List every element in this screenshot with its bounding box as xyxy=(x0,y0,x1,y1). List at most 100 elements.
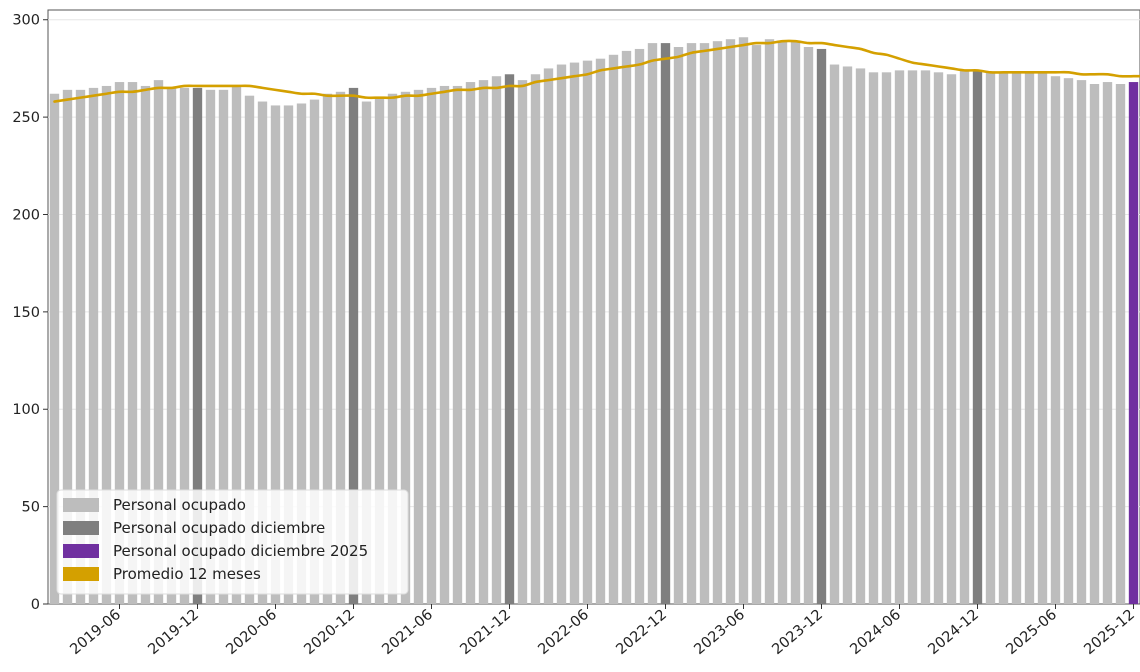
bar-2020-12 xyxy=(348,87,359,605)
legend-box xyxy=(56,489,409,595)
bar-2024-03 xyxy=(855,68,866,605)
bar-2023-04 xyxy=(712,41,723,605)
bar-2020-01 xyxy=(205,89,216,604)
bar-2023-06 xyxy=(738,37,749,605)
bar-2019-03 xyxy=(75,89,86,604)
x-tick-label: 2024-06 xyxy=(847,607,904,658)
bar-2019-08 xyxy=(140,85,151,604)
bar-2022-09 xyxy=(621,50,632,604)
bar-2021-05 xyxy=(413,89,424,604)
x-axis: 2019-06 2019-12 2020-06 2020-12 2021-06 2021-… xyxy=(67,604,1138,658)
bar-2024-11 xyxy=(959,70,970,604)
bar-2019-12 xyxy=(192,87,203,605)
y-axis: 0 50 100 150 200 250 300 xyxy=(12,13,48,613)
x-tick-label: 2022-06 xyxy=(535,607,592,658)
legend: Personal ocupado Personal ocupado diciemb… xyxy=(56,489,409,595)
bar-2024-10 xyxy=(946,74,957,604)
bar-2019-05 xyxy=(101,85,112,604)
x-tick-label: 2021-12 xyxy=(457,607,514,658)
bar-2020-03 xyxy=(231,85,242,604)
bar-2023-07 xyxy=(751,45,762,605)
bar-2021-04 xyxy=(400,91,411,604)
bar-2024-12 xyxy=(972,70,983,604)
bar-2022-06 xyxy=(582,60,593,605)
bar-2025-02 xyxy=(998,72,1009,605)
bar-2025-01 xyxy=(985,72,996,605)
bar-2022-07 xyxy=(595,58,606,604)
bar-2025-04 xyxy=(1024,72,1035,605)
x-tick-label: 2024-12 xyxy=(925,607,982,658)
bar-2025-05 xyxy=(1037,72,1048,605)
bar-2025-12 xyxy=(1128,82,1139,604)
bar-2024-02 xyxy=(842,66,853,604)
bar-2023-01 xyxy=(673,47,684,604)
y-tick-label: 300 xyxy=(12,13,40,29)
bar-2019-10 xyxy=(166,87,177,605)
bar-2025-06 xyxy=(1050,76,1061,605)
bar-2024-06 xyxy=(894,70,905,604)
bar-2025-08 xyxy=(1076,80,1087,605)
bar-2022-01 xyxy=(517,80,528,605)
x-tick-label: 2023-12 xyxy=(769,607,826,658)
bar-2021-06 xyxy=(426,87,437,605)
y-tick-label: 100 xyxy=(12,402,40,418)
bar-2023-11 xyxy=(803,47,814,604)
average-line xyxy=(53,39,1140,103)
bar-2021-09 xyxy=(465,82,476,604)
x-tick-label: 2020-12 xyxy=(301,607,358,658)
bar-2021-08 xyxy=(452,85,463,604)
bar-2022-05 xyxy=(569,62,580,604)
bar-2025-11 xyxy=(1115,84,1126,605)
legend-label: Personal ocupado xyxy=(113,496,246,514)
bar-2022-03 xyxy=(543,68,554,605)
x-tick-label: 2023-06 xyxy=(691,607,748,658)
x-tick-label: 2020-06 xyxy=(223,607,280,658)
x-tick-label: 2019-12 xyxy=(145,607,202,658)
bar-2019-11 xyxy=(179,87,190,605)
bar-2025-07 xyxy=(1063,78,1074,604)
bar-2025-03 xyxy=(1011,72,1022,605)
bar-2021-10 xyxy=(478,80,489,605)
y-tick-label: 50 xyxy=(22,500,40,516)
bar-2024-05 xyxy=(881,72,892,605)
bar-2023-09 xyxy=(777,41,788,605)
x-tick-label: 2022-12 xyxy=(613,607,670,658)
bar-2024-04 xyxy=(868,72,879,605)
bar-2020-08 xyxy=(296,103,307,604)
bar-2020-11 xyxy=(335,91,346,604)
x-tick-label: 2019-06 xyxy=(67,607,124,658)
bar-2025-10 xyxy=(1102,82,1113,604)
y-tick-label: 150 xyxy=(12,305,40,321)
x-tick-label: 2025-12 xyxy=(1081,607,1138,658)
legend-swatch xyxy=(63,521,99,535)
legend-swatch xyxy=(63,498,99,512)
bar-2022-08 xyxy=(608,54,619,604)
legend-label: Personal ocupado diciembre 2025 xyxy=(113,542,368,560)
bar-2024-07 xyxy=(907,70,918,604)
bar-2021-02 xyxy=(374,97,385,604)
x-tick-label: 2025-06 xyxy=(1003,607,1060,658)
bar-2019-02 xyxy=(62,89,73,604)
bar-2024-01 xyxy=(829,64,840,605)
legend-label: Promedio 12 meses xyxy=(113,565,261,583)
legend-swatch xyxy=(63,567,99,581)
bar-2019-09 xyxy=(153,80,164,605)
bar-2025-09 xyxy=(1089,84,1100,605)
bar-2023-05 xyxy=(725,39,736,604)
bar-2019-04 xyxy=(88,87,99,605)
bar-2021-07 xyxy=(439,85,450,604)
bar-2023-08 xyxy=(764,39,775,604)
y-tick-label: 250 xyxy=(12,110,40,126)
bar-2023-03 xyxy=(699,43,710,604)
bar-2024-09 xyxy=(933,72,944,605)
bar-2020-02 xyxy=(218,89,229,604)
bar-2020-04 xyxy=(244,95,255,604)
bar-2024-08 xyxy=(920,70,931,604)
y-tick-label: 200 xyxy=(12,207,40,223)
bar-2019-07 xyxy=(127,82,138,604)
bar-2021-03 xyxy=(387,93,398,604)
bar-2021-01 xyxy=(361,101,372,604)
bar-2023-10 xyxy=(790,41,801,605)
bar-2023-02 xyxy=(686,43,697,604)
